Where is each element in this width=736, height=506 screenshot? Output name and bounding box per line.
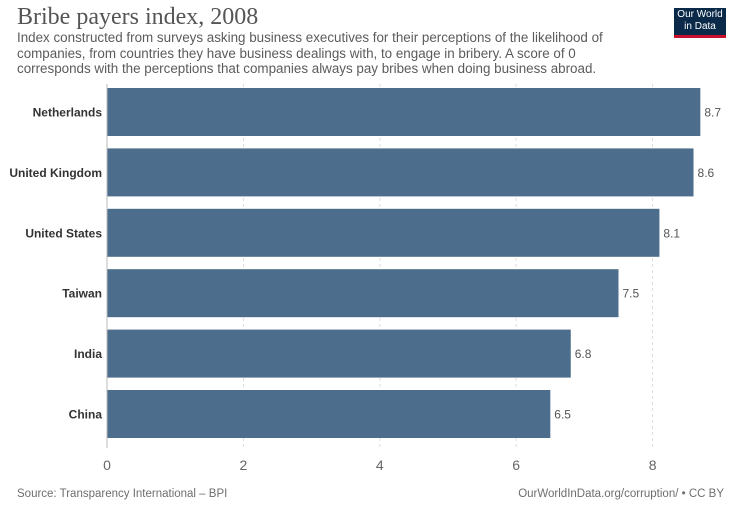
owid-logo[interactable]: Our World in Data — [674, 8, 726, 38]
source-note: Source: Transparency International – BPI — [17, 488, 228, 500]
value-label-2: 8.1 — [663, 226, 680, 240]
chart-title: Bribe payers index, 2008 — [17, 4, 259, 30]
bar-4 — [107, 329, 571, 378]
category-label-5: China — [69, 408, 103, 422]
category-label-3: Taiwan — [62, 287, 102, 301]
value-label-3: 7.5 — [623, 287, 640, 301]
value-label-5: 6.5 — [554, 408, 571, 422]
bar-2 — [107, 208, 660, 257]
x-tick-label-3: 6 — [512, 457, 520, 473]
category-label-1: United Kingdom — [9, 166, 102, 180]
value-label-1: 8.6 — [698, 166, 715, 180]
credit-link[interactable]: OurWorldInData.org/corruption/ • CC BY — [518, 488, 724, 500]
category-label-0: Netherlands — [33, 106, 103, 120]
category-label-4: India — [74, 347, 102, 361]
x-tick-label-2: 4 — [376, 457, 384, 473]
logo-line-1: Our World — [677, 9, 723, 20]
value-label-0: 8.7 — [704, 106, 721, 120]
x-tick-label-1: 2 — [240, 457, 248, 473]
bar-5 — [107, 390, 551, 438]
bar-0 — [107, 88, 701, 136]
x-tick-label-0: 0 — [103, 457, 111, 473]
bar-1 — [107, 148, 694, 197]
logo-line-2: in Data — [684, 21, 716, 32]
bar-3 — [107, 269, 619, 318]
value-label-4: 6.8 — [575, 347, 592, 361]
chart-subtitle: Index constructed from surveys asking bu… — [17, 30, 603, 76]
category-label-2: United States — [25, 226, 102, 240]
x-tick-label-4: 8 — [649, 457, 657, 473]
